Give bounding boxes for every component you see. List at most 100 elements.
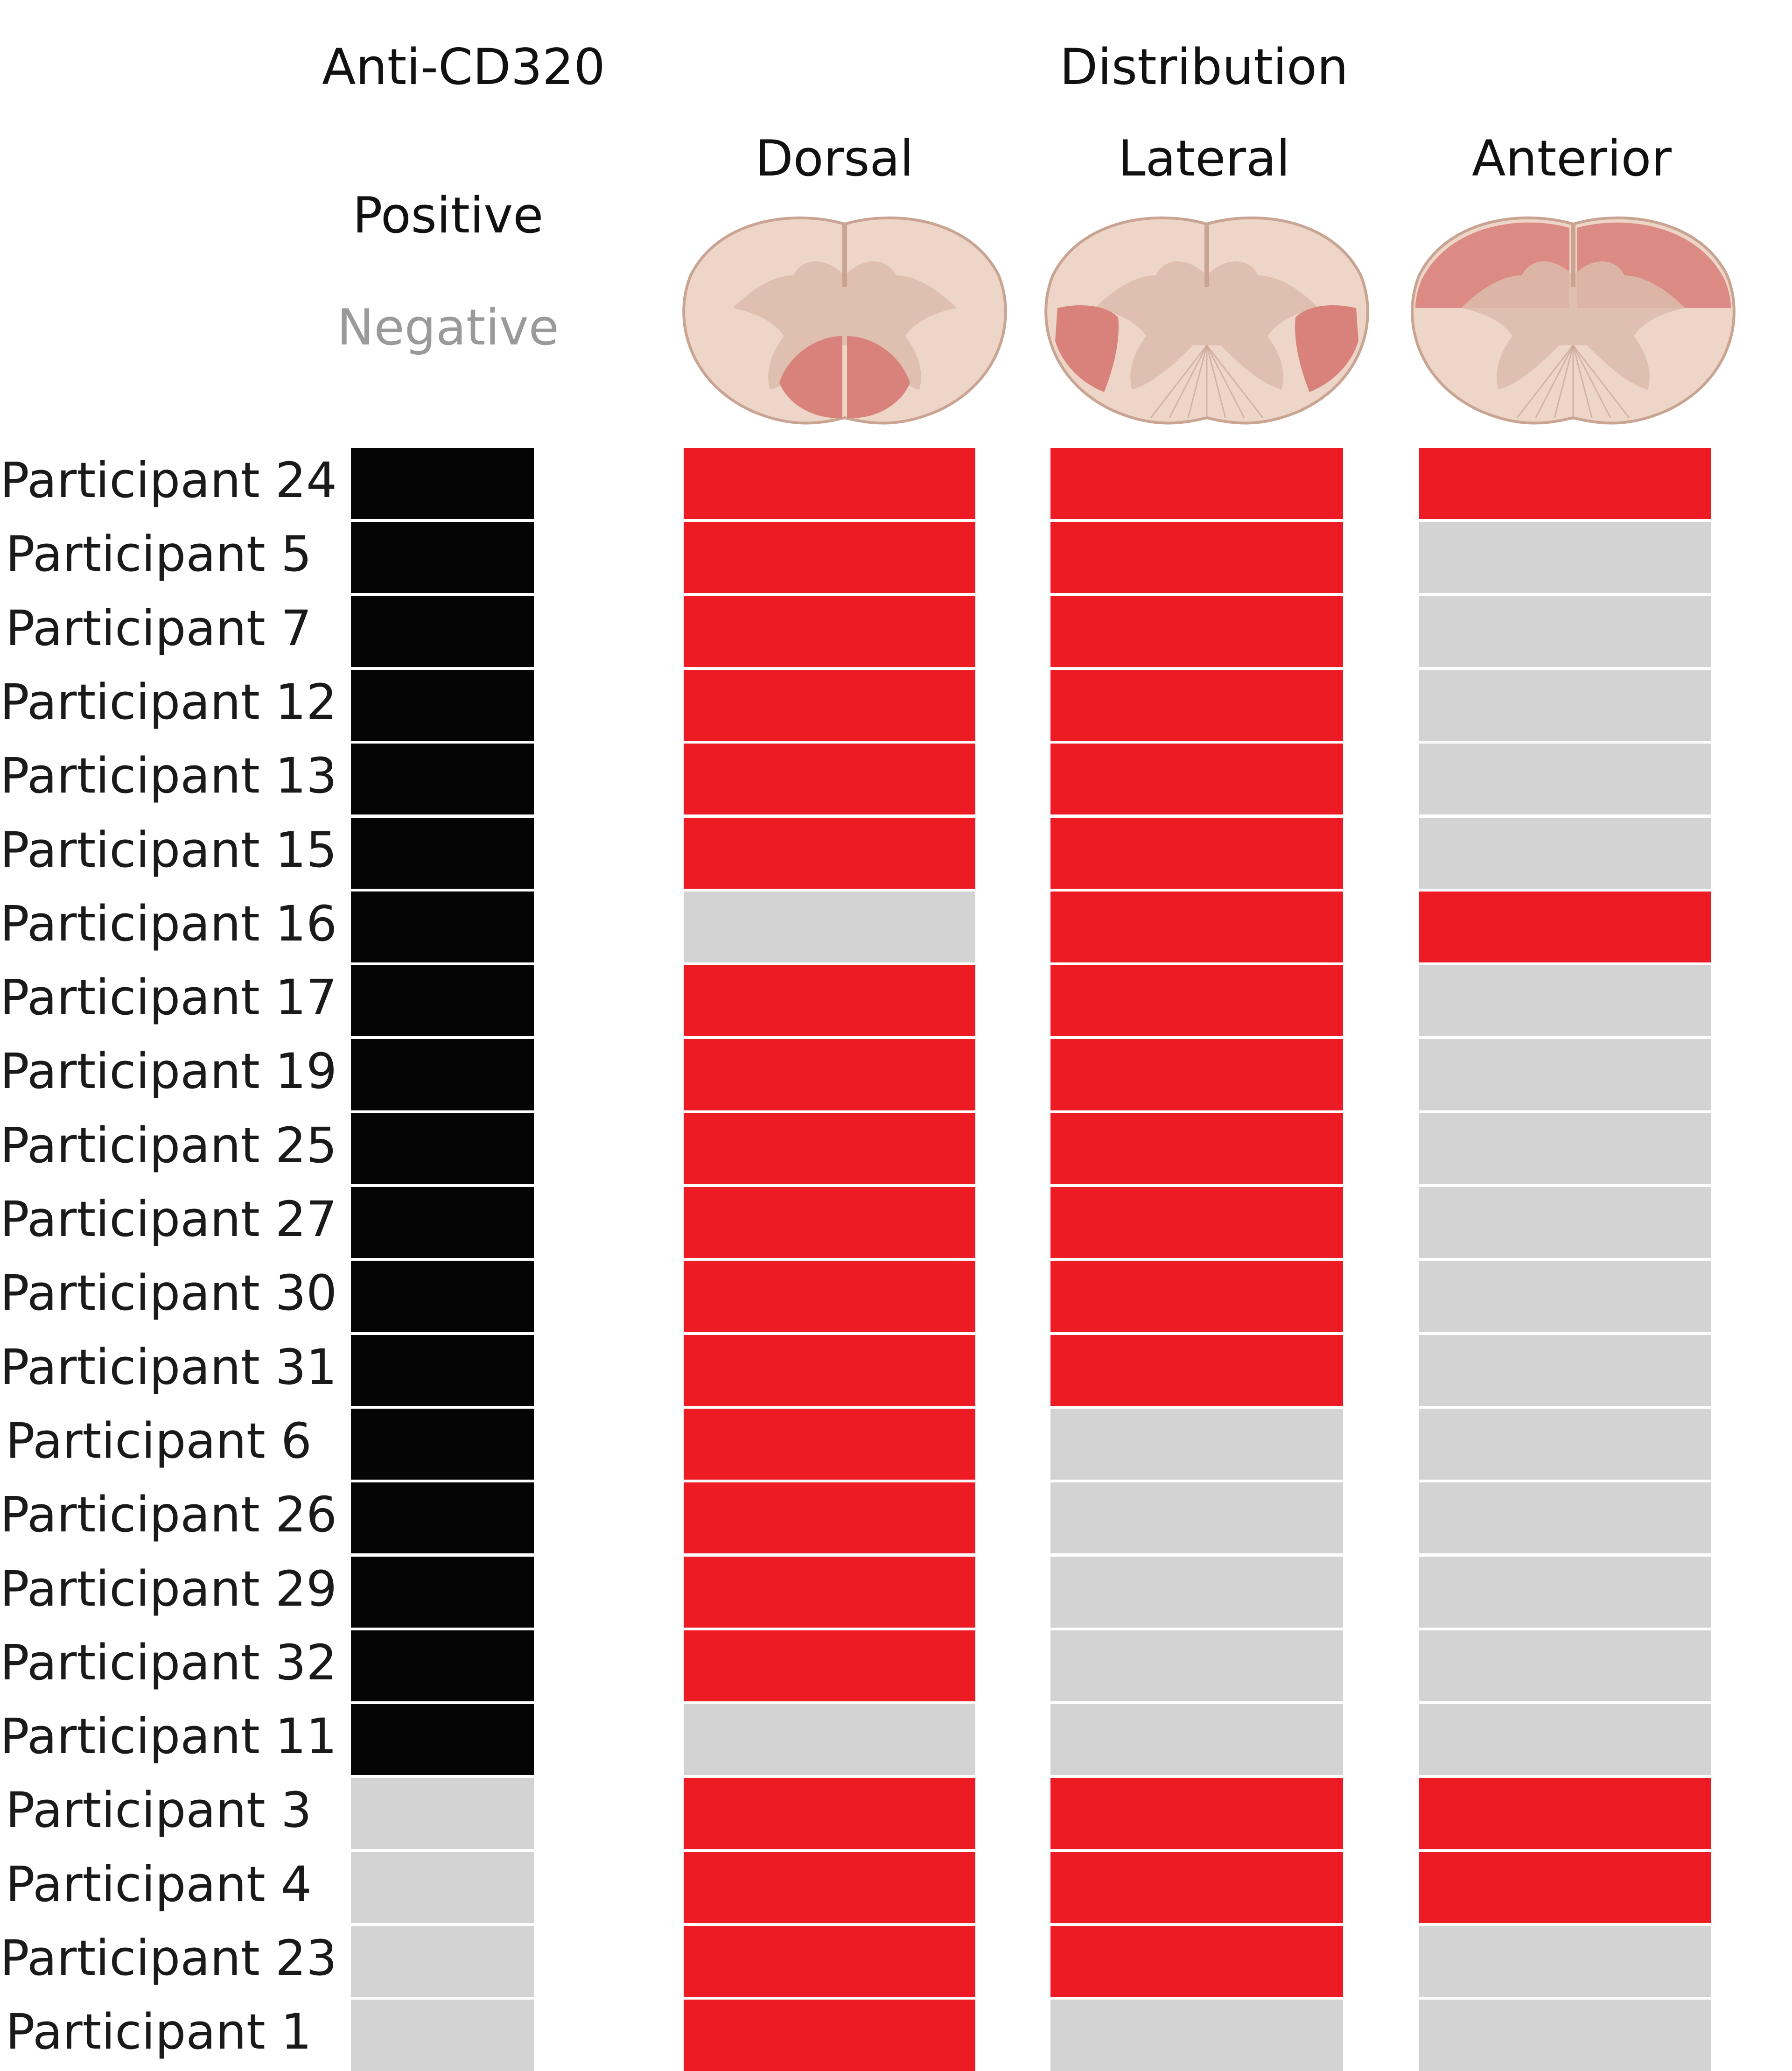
- lateral-cell: [1050, 1408, 1343, 1480]
- lateral-cell: [1050, 1113, 1343, 1184]
- row-label: Participant 5: [6, 526, 312, 583]
- column-header-lateral: Lateral: [1118, 130, 1290, 187]
- dorsal-region-right: [847, 336, 910, 418]
- ventral-fissure-line: [1187, 345, 1208, 418]
- lateral-cell: [1050, 744, 1343, 815]
- lateral-cell: [1050, 1630, 1343, 1702]
- ventral-fissure-line: [1572, 345, 1611, 418]
- dorsal-cell: [684, 817, 975, 889]
- row-label: Participant 13: [0, 747, 337, 805]
- lateral-cell: [1050, 1482, 1343, 1554]
- row-label: Participant 17: [0, 969, 337, 1026]
- lateral-cell: [1050, 1334, 1343, 1406]
- anti-cd320-cell: [351, 817, 534, 889]
- dorsal-region-left: [779, 336, 842, 418]
- anti-cd320-cell: [351, 1482, 534, 1554]
- anterior-cell: [1419, 522, 1711, 593]
- lateral-cell: [1050, 965, 1343, 1037]
- anti-cd320-cell: [351, 1556, 534, 1628]
- ventral-fissure-line: [1535, 345, 1574, 418]
- lateral-cell: [1050, 1704, 1343, 1776]
- dorsal-cell: [684, 448, 975, 520]
- dorsal-cell: [684, 1778, 975, 1849]
- dorsal-cell: [684, 669, 975, 741]
- anti-cd320-cell: [351, 522, 534, 593]
- lateral-cell: [1050, 1852, 1343, 1923]
- spinal-cord-anterior-icon: [1411, 216, 1736, 425]
- anti-cd320-cell: [351, 2000, 534, 2071]
- row-label: Participant 24: [0, 452, 337, 509]
- anti-cd320-cell: [351, 1187, 534, 1258]
- dorsal-cell: [684, 744, 975, 815]
- dorsal-cell: [684, 2000, 975, 2071]
- row-label: Participant 27: [0, 1191, 337, 1248]
- row-label: Participant 16: [0, 895, 337, 952]
- spinal-cord-lateral-icon: [1044, 216, 1369, 425]
- row-label: Participant 4: [6, 1855, 312, 1913]
- row-label: Participant 11: [0, 1708, 337, 1765]
- anterior-cell: [1419, 1408, 1711, 1480]
- dorsal-cell: [684, 1556, 975, 1628]
- ventral-fissure-line: [1516, 345, 1574, 418]
- dorsal-cell: [684, 1334, 975, 1406]
- row-label: Participant 6: [6, 1412, 312, 1469]
- ventral-fissure-line: [1206, 345, 1226, 418]
- dorsal-cell: [684, 965, 975, 1037]
- gray-matter-shape: [1095, 261, 1319, 390]
- anterior-cell: [1419, 891, 1711, 963]
- dorsal-cell: [684, 1039, 975, 1110]
- row-label: Participant 3: [6, 1782, 312, 1839]
- dorsal-cell: [684, 1630, 975, 1702]
- anterior-cell: [1419, 1704, 1711, 1776]
- anti-cd320-cell: [351, 1039, 534, 1110]
- anterior-cell: [1419, 596, 1711, 667]
- anti-cd320-cell: [351, 596, 534, 667]
- anterior-cell: [1419, 1630, 1711, 1702]
- ventral-fissure-line: [1150, 345, 1208, 418]
- anterior-cell: [1419, 669, 1711, 741]
- gray-matter-shape: [1461, 261, 1685, 390]
- anterior-cell: [1419, 1926, 1711, 1997]
- lateral-cell: [1050, 522, 1343, 593]
- ventral-fissure-line: [1206, 345, 1264, 418]
- row-label: Participant 26: [0, 1486, 337, 1544]
- anti-cd320-cell: [351, 891, 534, 963]
- gray-matter-shape: [733, 261, 957, 390]
- lateral-cell: [1050, 817, 1343, 889]
- anti-cd320-title: Anti-CD320: [322, 38, 605, 96]
- anti-cd320-cell: [351, 1261, 534, 1332]
- column-header-anterior: Anterior: [1472, 130, 1672, 187]
- anterior-cell: [1419, 744, 1711, 815]
- dorsal-cell: [684, 1113, 975, 1184]
- row-label: Participant 32: [0, 1634, 337, 1691]
- anti-cd320-cell: [351, 1408, 534, 1480]
- anti-cd320-cell: [351, 1926, 534, 1997]
- dorsal-cell: [684, 1187, 975, 1258]
- lateral-cell: [1050, 1039, 1343, 1110]
- column-header-dorsal: Dorsal: [755, 130, 914, 187]
- anti-cd320-cell: [351, 965, 534, 1037]
- anterior-cell: [1419, 965, 1711, 1037]
- lateral-cell: [1050, 1187, 1343, 1258]
- anti-cd320-cell: [351, 1630, 534, 1702]
- legend-negative-label: Negative: [337, 299, 559, 356]
- lateral-cell: [1050, 1556, 1343, 1628]
- ventral-fissure-line: [1572, 345, 1593, 418]
- anterior-cell: [1419, 817, 1711, 889]
- anterior-cell: [1419, 1482, 1711, 1554]
- dorsal-cell: [684, 891, 975, 963]
- anterior-cell: [1419, 1334, 1711, 1406]
- row-label: Participant 23: [0, 1930, 337, 1987]
- anti-cd320-cell: [351, 744, 534, 815]
- anti-cd320-cell: [351, 448, 534, 520]
- anti-cd320-cell: [351, 1704, 534, 1776]
- lateral-cell: [1050, 669, 1343, 741]
- row-label: Participant 30: [0, 1264, 337, 1322]
- dorsal-cell: [684, 522, 975, 593]
- spinal-cord-dorsal-icon: [682, 216, 1007, 425]
- anterior-cell: [1419, 1261, 1711, 1332]
- ventral-fissure-line: [1572, 345, 1630, 418]
- anterior-cell: [1419, 1113, 1711, 1184]
- lateral-cell: [1050, 891, 1343, 963]
